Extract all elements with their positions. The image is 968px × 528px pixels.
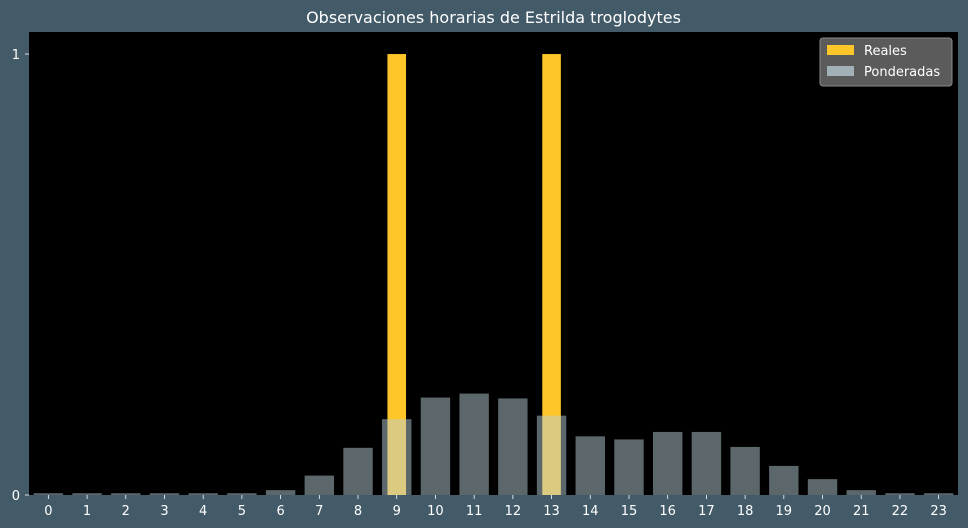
bar-ponderadas-6 (265, 490, 296, 495)
chart-title: Observaciones horarias de Estrilda trogl… (306, 8, 681, 27)
x-tick-label-20: 20 (814, 504, 831, 519)
x-tick-label-17: 17 (698, 504, 715, 519)
x-tick-label-23: 23 (930, 504, 947, 519)
bar-ponderadas-17 (691, 431, 722, 495)
bar-ponderadas-19 (769, 465, 799, 495)
x-axis: 0 1 2 3 4 5 6 7 8 9 10 11 12 13 14 15 16 17 18 19 20 21 22 23 (44, 495, 947, 519)
bar-ponderadas-16 (652, 431, 683, 495)
x-tick-label-12: 12 (505, 504, 522, 519)
plot-area (29, 32, 958, 495)
y-tick-label-1: 1 (12, 48, 20, 63)
x-tick-label-14: 14 (582, 504, 599, 519)
legend-swatch-reales (827, 45, 854, 55)
bar-ponderadas-14 (575, 436, 605, 495)
x-tick-label-13: 13 (543, 504, 560, 519)
x-tick-label-1: 1 (83, 504, 91, 519)
bar-ponderadas-10 (420, 397, 451, 495)
x-tick-label-19: 19 (776, 504, 793, 519)
x-tick-label-2: 2 (122, 504, 130, 519)
bar-ponderadas-2 (111, 493, 141, 495)
bar-ponderadas-7 (304, 475, 335, 495)
bar-reales-13 (542, 54, 561, 496)
bar-ponderadas-13 (536, 415, 567, 495)
y-tick-label-0: 0 (12, 489, 20, 504)
bar-ponderadas-5 (227, 493, 257, 495)
x-tick-label-8: 8 (354, 504, 362, 519)
bar-reales-9 (387, 54, 407, 496)
bar-ponderadas-12 (498, 398, 528, 495)
x-tick-label-15: 15 (621, 504, 638, 519)
x-tick-label-10: 10 (427, 504, 444, 519)
bar-ponderadas-18 (730, 446, 760, 495)
bar-ponderadas-3 (149, 493, 180, 495)
x-tick-label-3: 3 (160, 504, 168, 519)
legend-swatch-ponderadas (827, 66, 854, 76)
bar-ponderadas-4 (188, 493, 218, 495)
x-tick-label-22: 22 (892, 504, 909, 519)
bars-group (33, 54, 954, 496)
legend: Reales Ponderadas (819, 37, 953, 87)
y-axis: 01 (12, 48, 29, 504)
x-tick-label-11: 11 (466, 504, 483, 519)
bar-ponderadas-0 (33, 493, 64, 495)
bar-ponderadas-1 (72, 493, 102, 495)
legend-label-ponderadas: Ponderadas (864, 65, 940, 80)
x-tick-label-6: 6 (276, 504, 284, 519)
x-tick-label-16: 16 (659, 504, 676, 519)
bar-ponderadas-8 (343, 447, 373, 495)
x-tick-label-7: 7 (315, 504, 323, 519)
bar-ponderadas-20 (807, 479, 838, 495)
x-tick-label-0: 0 (44, 504, 52, 519)
x-tick-label-5: 5 (238, 504, 246, 519)
x-tick-label-21: 21 (853, 504, 870, 519)
bar-ponderadas-11 (459, 393, 489, 495)
x-tick-label-9: 9 (393, 504, 401, 519)
bar-ponderadas-23 (923, 493, 954, 495)
bar-ponderadas-21 (846, 490, 876, 495)
bar-ponderadas-22 (885, 493, 915, 495)
x-tick-label-18: 18 (737, 504, 754, 519)
bar-ponderadas-9 (382, 419, 412, 495)
bar-ponderadas-15 (614, 439, 644, 495)
x-tick-label-4: 4 (199, 504, 207, 519)
legend-label-reales: Reales (864, 44, 907, 59)
